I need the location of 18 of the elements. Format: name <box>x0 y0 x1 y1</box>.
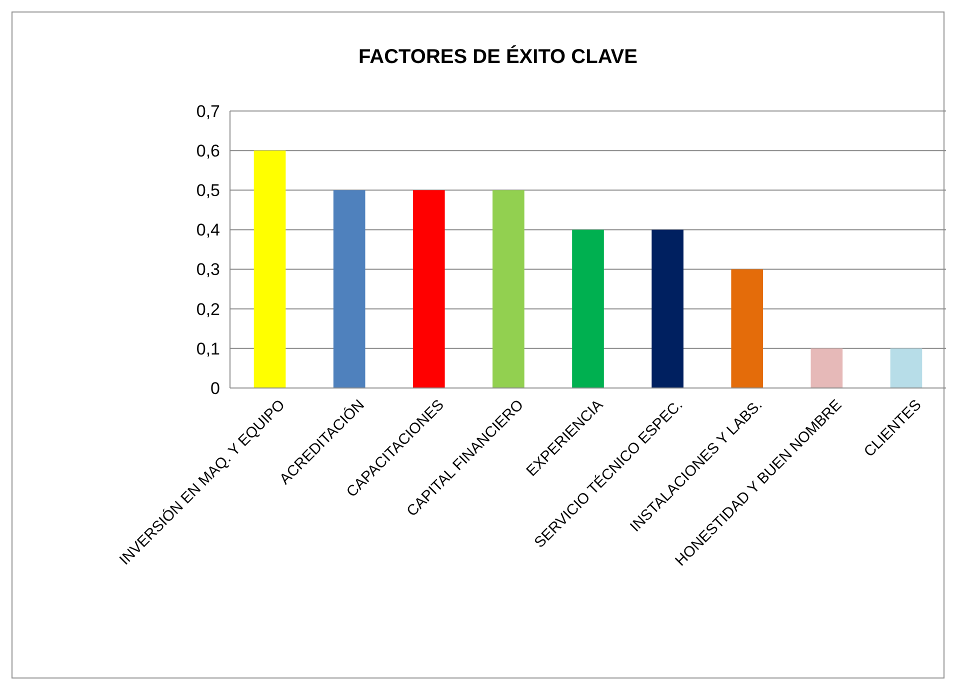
y-tick-label: 0,5 <box>196 181 220 200</box>
bar <box>731 269 764 388</box>
bar <box>333 190 366 388</box>
chart-title: FACTORES DE ÉXITO CLAVE <box>358 45 638 68</box>
y-tick-label: 0,7 <box>196 102 220 121</box>
y-tick-label: 0,6 <box>196 142 220 161</box>
y-tick-label: 0,4 <box>196 220 220 240</box>
bar <box>572 230 604 388</box>
y-tick-label: 0,2 <box>196 300 220 319</box>
bar <box>412 190 445 388</box>
y-tick-label: 0,1 <box>196 339 220 358</box>
bar <box>254 150 286 388</box>
bar <box>492 190 524 388</box>
bar <box>810 348 843 388</box>
bar <box>652 230 684 388</box>
bar <box>890 348 922 388</box>
y-tick-label: 0,3 <box>196 260 220 280</box>
y-tick-label: 0 <box>210 378 220 398</box>
